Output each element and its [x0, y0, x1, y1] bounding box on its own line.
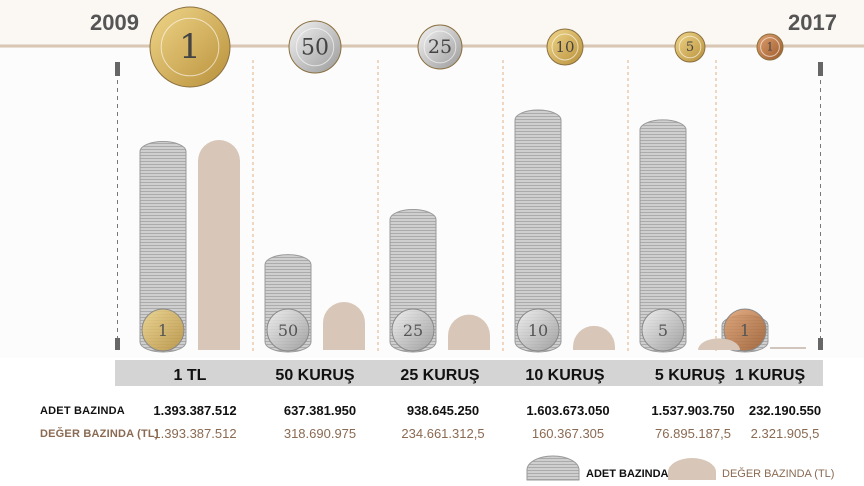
coin-face-text: 1 [767, 41, 774, 54]
deger-bar [448, 314, 490, 350]
timeline-marker-right [818, 62, 823, 76]
adet-value: 938.645.250 [406, 403, 480, 418]
coin-face-text: 1 [179, 27, 201, 67]
category-label: 50 KURUŞ [275, 367, 354, 384]
coin-face-text: 25 [428, 36, 452, 58]
stack-coin-face: 1 [158, 321, 168, 340]
category-band [115, 360, 823, 386]
stack-coin-face: 10 [528, 321, 548, 340]
deger-bar [573, 325, 615, 350]
coin-icon: 50 [288, 20, 342, 74]
deger-value: 2.321.905,5 [750, 426, 820, 441]
stack-coin-face: 25 [403, 321, 423, 340]
row-adet-label: ADET BAZINDA [40, 405, 125, 417]
legend-deger-label: DEĞER BAZINDA (TL) [722, 468, 835, 480]
coin-icon: 10 [546, 28, 584, 66]
deger-bar [198, 140, 240, 350]
adet-value: 637.381.950 [283, 403, 357, 418]
deger-bar [323, 301, 365, 350]
adet-stack: 5 [639, 119, 687, 353]
deger-value: 1.393.387.512 [153, 426, 237, 441]
coin-icon: 5 [674, 31, 706, 63]
deger-bar [698, 338, 740, 350]
year-end: 2017 [788, 10, 837, 35]
deger-value: 318.690.975 [283, 426, 357, 441]
adet-stack: 10 [514, 109, 562, 353]
deger-value: 160.367.305 [531, 426, 605, 441]
adet-value: 1.393.387.512 [153, 403, 237, 418]
deger-value: 234.661.312,5 [401, 426, 485, 441]
stack-coin-face: 50 [278, 321, 298, 340]
legend-adet-swatch [526, 455, 580, 481]
row-deger-label: DEĞER BAZINDA (TL) [40, 428, 159, 440]
timeline-marker-left [115, 62, 120, 76]
baseline-marker-left [115, 338, 120, 350]
year-start: 2009 [90, 10, 139, 35]
stack-coin-face: 5 [658, 321, 668, 340]
adet-value: 1.603.673.050 [526, 403, 610, 418]
baseline-marker-right [818, 338, 823, 350]
coin-face-text: 5 [686, 40, 694, 55]
adet-stack: 25 [389, 209, 437, 353]
coin-face-text: 10 [555, 38, 574, 56]
legend-deger-swatch [668, 458, 716, 480]
adet-stack: 1 [139, 141, 187, 353]
adet-stack: 50 [264, 254, 312, 353]
category-label: 1 KURUŞ [735, 367, 806, 384]
category-label: 10 KURUŞ [525, 367, 604, 384]
category-label: 1 TL [174, 367, 207, 384]
category-label: 5 KURUŞ [655, 367, 726, 384]
coin-face-text: 50 [301, 35, 329, 60]
deger-value: 76.895.187,5 [655, 426, 731, 441]
coin-icon: 1 [756, 33, 784, 61]
adet-value: 232.190.550 [748, 403, 822, 418]
category-label: 25 KURUŞ [400, 367, 479, 384]
coin-icon: 1 [149, 6, 231, 88]
legend-adet-label: ADET BAZINDA [586, 468, 669, 480]
stack-coin-face: 1 [740, 321, 750, 340]
adet-value: 1.537.903.750 [651, 403, 735, 418]
coin-icon: 25 [417, 24, 463, 70]
